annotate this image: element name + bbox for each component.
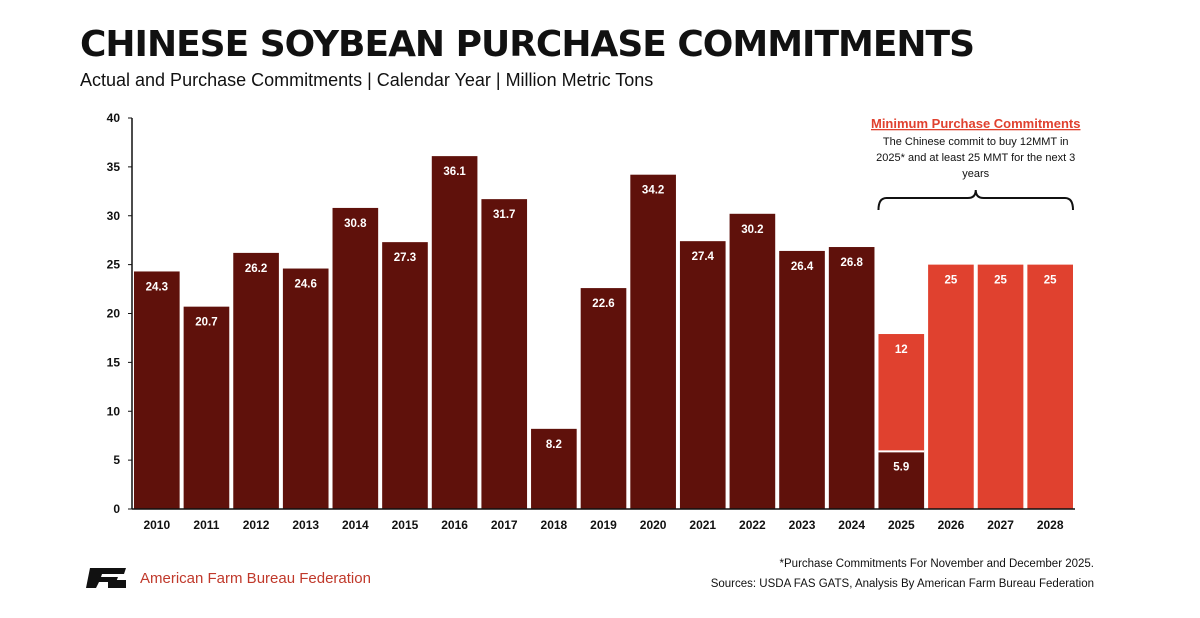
- bar-2023-s0: [779, 250, 825, 509]
- bar-2022-s0: [729, 213, 776, 510]
- x-tick-label: 2027: [987, 518, 1014, 532]
- data-label: 36.1: [443, 166, 466, 178]
- bar-2015-s0: [382, 242, 428, 509]
- x-tick-label: 2023: [789, 518, 816, 532]
- data-label: 25: [1044, 275, 1057, 287]
- organization-name: American Farm Bureau Federation: [140, 569, 371, 587]
- y-tick-label: 20: [107, 307, 121, 321]
- x-tick-label: 2011: [193, 518, 219, 532]
- x-tick-label: 2012: [243, 518, 270, 532]
- x-tick-label: 2017: [491, 518, 518, 532]
- x-tick-label: 2010: [143, 518, 170, 532]
- data-label: 25: [994, 275, 1007, 287]
- x-axis: 2010 2011 2012 2013 2014 2015 2016 2017 2018 2019…: [132, 508, 1075, 532]
- bar-2012-s0: [233, 252, 279, 509]
- annotation-line-3: years: [962, 168, 989, 180]
- bars: 24.3 20.7 26.2 24.6 30.8 27.3 36.1 31.7 8.2 22.6 3…: [134, 156, 1073, 510]
- data-label: 26.8: [840, 257, 863, 269]
- data-label: 31.7: [493, 209, 515, 221]
- x-tick-label: 2014: [342, 518, 369, 532]
- bar-2025-s0: [878, 451, 925, 509]
- data-label: 27.4: [692, 251, 715, 263]
- x-tick-label: 2028: [1037, 518, 1064, 532]
- x-tick-label: 2013: [292, 518, 319, 532]
- data-label: 12: [895, 344, 908, 356]
- data-label: 5.9: [893, 461, 909, 473]
- x-tick-label: 2026: [938, 518, 965, 532]
- annotation-bracket: [877, 189, 1074, 211]
- data-label: 34.2: [642, 185, 664, 197]
- bar-2019-s0: [580, 288, 627, 509]
- data-label: 30.2: [741, 224, 763, 236]
- bar-2018-s0: [531, 428, 577, 509]
- data-label: 24.3: [146, 281, 168, 293]
- annotation-line-1: The Chinese commit to buy 12MMT in: [883, 136, 1069, 148]
- bar-2026-s1: [928, 264, 974, 509]
- x-tick-label: 2022: [739, 518, 766, 532]
- bar-2011-s0: [183, 306, 230, 509]
- bar-2016-s0: [431, 156, 478, 509]
- x-tick-label: 2024: [838, 518, 865, 532]
- data-label: 8.2: [546, 439, 562, 451]
- bar-2021-s0: [679, 241, 726, 510]
- afbf-logo: American Farm Bureau Federation: [84, 566, 371, 590]
- annotation-line-2: 2025* and at least 25 MMT for the next 3: [876, 152, 1075, 164]
- commitment-annotation: Minimum Purchase Commitments The Chinese…: [871, 116, 1081, 211]
- y-axis: 0 5 10 15 20 25 30 35 40: [107, 111, 133, 516]
- y-tick-label: 25: [107, 258, 121, 272]
- data-label: 26.4: [791, 261, 814, 273]
- y-tick-label: 30: [107, 209, 121, 223]
- farm-bureau-logo-icon: [86, 568, 126, 588]
- x-tick-label: 2025: [888, 518, 915, 532]
- chart-title: CHINESE SOYBEAN PURCHASE COMMITMENTS: [80, 24, 975, 65]
- x-tick-label: 2015: [392, 518, 419, 532]
- y-tick-label: 15: [107, 355, 121, 369]
- data-label: 30.8: [344, 218, 367, 230]
- data-label: 22.6: [592, 298, 614, 310]
- bar-2020-s0: [630, 174, 676, 509]
- footnote: *Purchase Commitments For November and D…: [779, 558, 1094, 570]
- y-tick-label: 40: [107, 111, 121, 125]
- bar-2017-s0: [481, 199, 528, 509]
- x-tick-label: 2021: [689, 518, 716, 532]
- bar-2027-s1: [977, 264, 1024, 509]
- data-label: 25: [945, 275, 958, 287]
- bar-2014-s0: [332, 207, 379, 509]
- bar-2028-s1: [1027, 264, 1073, 509]
- data-label: 26.2: [245, 263, 267, 275]
- bar-2024-s0: [828, 247, 875, 509]
- annotation-title: Minimum Purchase Commitments: [871, 116, 1081, 131]
- x-tick-label: 2020: [640, 518, 667, 532]
- bar-2010-s0: [134, 271, 180, 509]
- y-tick-label: 10: [107, 404, 121, 418]
- data-label: 27.3: [394, 252, 416, 264]
- x-tick-label: 2019: [590, 518, 617, 532]
- y-tick-label: 5: [113, 453, 120, 467]
- y-tick-label: 0: [113, 502, 120, 516]
- x-tick-label: 2018: [541, 518, 568, 532]
- bar-2013-s0: [282, 268, 329, 509]
- y-tick-label: 35: [107, 160, 121, 174]
- data-label: 24.6: [295, 279, 317, 291]
- data-label: 20.7: [195, 317, 217, 329]
- bar-2025-s1: [878, 334, 925, 452]
- chart-subtitle: Actual and Purchase Commitments | Calend…: [80, 70, 654, 90]
- sources: Sources: USDA FAS GATS, Analysis By Amer…: [710, 578, 1094, 590]
- x-tick-label: 2016: [441, 518, 468, 532]
